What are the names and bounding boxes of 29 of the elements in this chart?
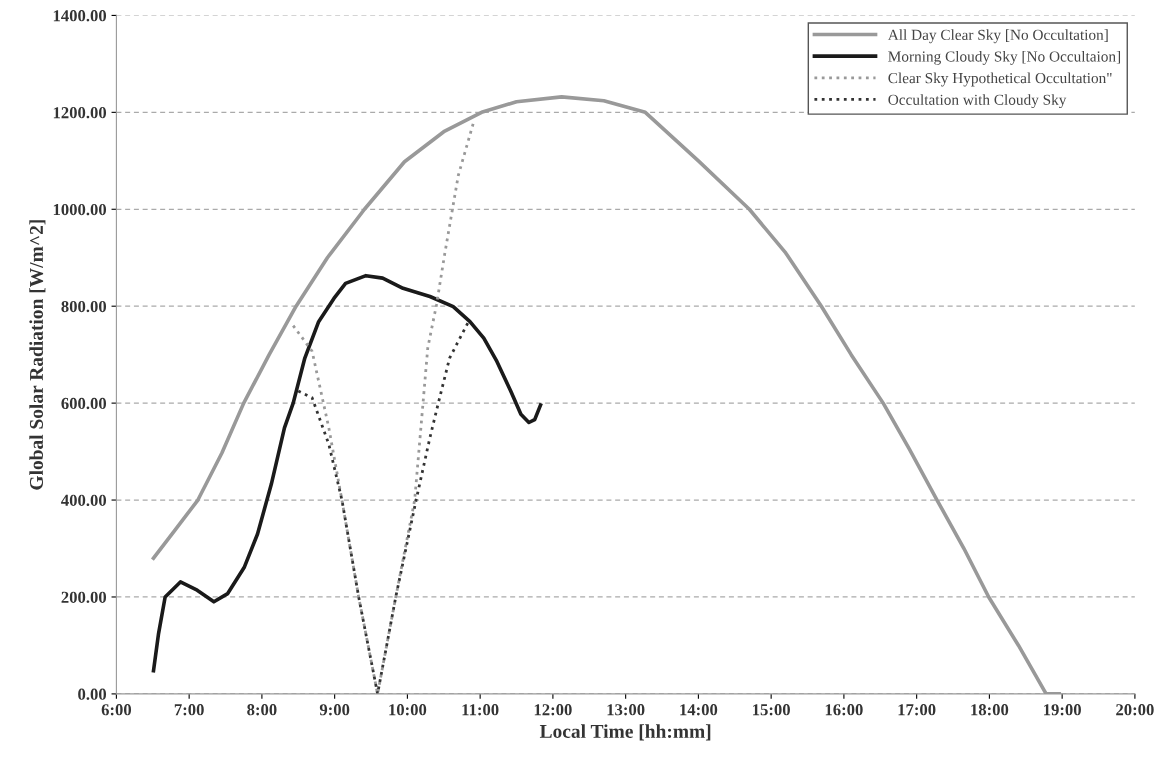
y-tick-label: 1400.00 — [53, 10, 107, 22]
x-tick-label: 10:00 — [389, 704, 427, 716]
x-tick-label: 19:00 — [1044, 704, 1081, 716]
x-tick-label: 16:00 — [825, 704, 863, 716]
y-tick-label: 200.00 — [61, 591, 107, 603]
x-tick-label: 20:00 — [1116, 704, 1154, 716]
x-tick-label: 6:00 — [101, 704, 132, 716]
legend-label: All Day Clear Sky [No Occultation] — [887, 29, 1108, 44]
x-tick-label: 7:00 — [174, 704, 204, 716]
y-tick-label: 0.00 — [78, 688, 107, 700]
x-tick-label: 9:00 — [319, 704, 350, 716]
x-tick-label: 17:00 — [898, 704, 936, 716]
x-tick-label: 8:00 — [247, 704, 277, 716]
y-tick-label: 800.00 — [61, 300, 107, 313]
x-tick-label: 13:00 — [607, 704, 645, 716]
y-tick-label: 1200.00 — [53, 107, 107, 119]
legend-label: Morning Cloudy Sky [No Occultaion] — [888, 50, 1121, 65]
legend-label: Clear Sky Hypothetical Occultation" — [888, 72, 1112, 87]
x-tick-label: 11:00 — [462, 704, 499, 716]
x-tick-label: 15:00 — [753, 704, 790, 716]
legend-label: Occultation with Cloudy Sky — [888, 94, 1067, 109]
y-axis-title: Global Solar Radiation [W/m^2] — [29, 220, 46, 490]
x-tick-label: 18:00 — [971, 704, 1009, 716]
y-tick-label: 400.00 — [61, 494, 107, 507]
x-tick-label: 12:00 — [534, 704, 572, 716]
y-tick-label: 1000.00 — [53, 203, 107, 216]
x-tick-label: 14:00 — [680, 704, 718, 716]
x-axis-title: Local Time [hh:mm] — [539, 724, 711, 741]
y-tick-label: 600.00 — [61, 397, 107, 410]
